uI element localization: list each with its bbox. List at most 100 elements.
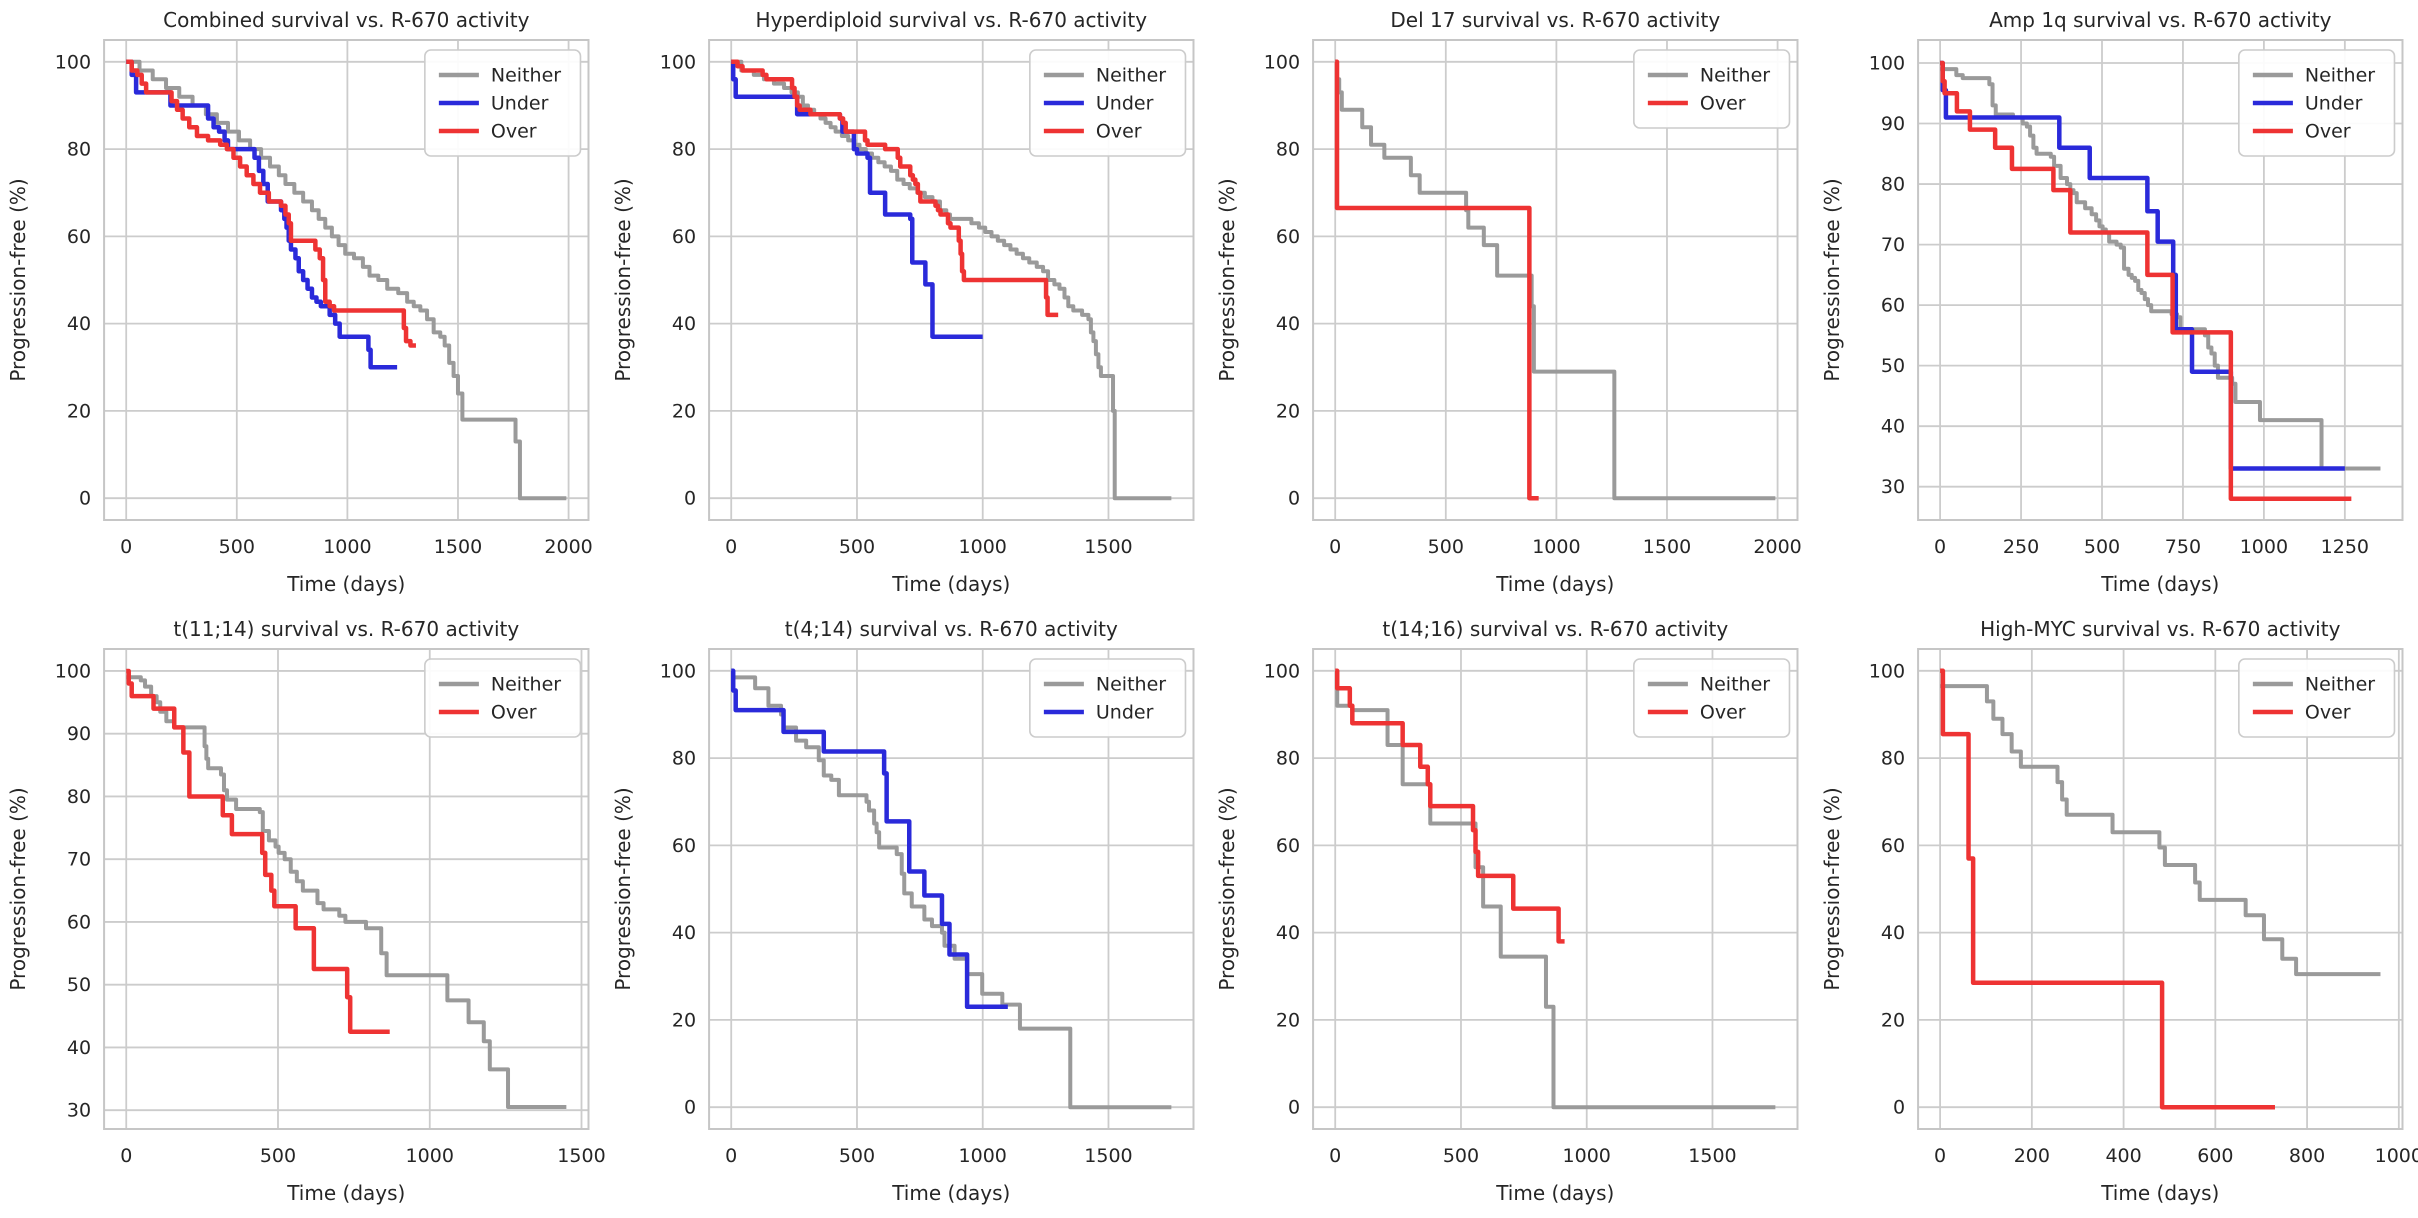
x-tick-label: 0 [1329,536,1341,558]
legend-label: Neither [1095,674,1165,696]
y-tick-label: 70 [67,849,91,871]
x-axis-label: Time (days) [891,572,1010,596]
x-tick-label: 0 [1934,1145,1946,1167]
y-tick-label: 0 [1892,1097,1904,1119]
legend-box [1633,658,1791,738]
y-tick-label: 40 [671,313,695,335]
y-tick-label: 0 [1288,1097,1300,1119]
legend-entry-over: Over [1647,702,1746,724]
survival-chart-7: t(14;16) survival vs. R-670 activity 0 500… [1209,609,1814,1218]
y-tick-label: 40 [1880,416,1904,438]
chart-title: High-MYC survival vs. R-670 activity [1980,617,2340,641]
y-tick-label: 60 [1880,835,1904,857]
y-tick-label: 80 [671,748,695,770]
x-tick-label: 1000 [1563,1145,1611,1167]
legend-label: Neither [491,65,561,87]
series-line-over [1939,668,2275,1110]
legend-entry-neither: Neither [438,674,561,695]
y-axis-label: Progression-free (%) [6,178,30,381]
legend-label: Neither [1700,674,1770,696]
axes-spines [707,648,1194,1130]
y-tick-label: 100 [1868,53,1904,75]
legend-label: Under [491,93,549,115]
chart-title: Combined survival vs. R-670 activity [163,8,530,32]
legend-entry-neither: Neither [2252,65,2375,86]
y-axis-label: Progression-free (%) [1215,178,1239,381]
legend-entry-neither: Neither [1647,65,1770,86]
survival-chart-2: Hyperdiploid survival vs. R-670 activity… [604,0,1209,609]
series-line-neither [1939,684,2380,977]
x-axis-label: Time (days) [286,572,405,596]
y-tick-label: 40 [67,313,91,335]
legend-label: Over [1700,93,1746,115]
x-tick-label: 500 [838,1145,874,1167]
x-tick-label: 0 [1934,536,1946,558]
legend: Neither Under Over [2237,49,2395,157]
x-tick-label: 200 [2013,1145,2049,1167]
y-tick-label: 40 [671,922,695,944]
legend-label: Under [1095,93,1153,115]
y-tick-label: 50 [67,974,91,996]
y-tick-label: 100 [55,660,91,682]
legend-entry-under: Under [1043,702,1153,723]
legend-label: Over [1700,702,1746,724]
y-tick-label: 60 [67,911,91,933]
legend-entry-over: Over [438,702,537,723]
legend: Neither Over [1633,49,1791,129]
y-tick-label: 80 [1880,748,1904,770]
y-tick-label: 60 [671,226,695,248]
legend-entry-neither: Neither [438,65,561,87]
x-tick-label: 500 [1443,1145,1479,1167]
legend: Neither Under Over [1028,49,1186,157]
x-tick-label: 600 [2197,1145,2233,1167]
legend-entry-over: Over [2252,702,2350,724]
y-tick-label: 40 [1276,922,1300,944]
legend-box [1633,49,1791,129]
x-tick-label: 0 [1329,1145,1341,1167]
x-tick-label: 1000 [958,1145,1006,1167]
series-line-neither [1939,67,2380,471]
axes-spines [1312,39,1799,521]
subplot-8: High-MYC survival vs. R-670 activity 0 200… [1813,609,2418,1218]
y-tick-label: 0 [683,1097,695,1119]
chart-title: Del 17 survival vs. R-670 activity [1390,8,1720,32]
survival-chart-5: t(11;14) survival vs. R-670 activity 0 500… [0,609,605,1218]
x-tick-label: 1000 [406,1145,454,1167]
x-axis-label: Time (days) [1495,572,1614,596]
legend: Neither Over [424,658,582,738]
y-tick-label: 20 [671,1009,695,1031]
series-line-over [126,668,390,1034]
y-tick-label: 60 [1880,295,1904,317]
x-tick-label: 500 [1428,536,1464,558]
legend: Neither Over [1633,658,1791,738]
y-tick-label: 100 [659,51,695,73]
y-tick-label: 60 [1276,835,1300,857]
x-tick-label: 0 [725,536,737,558]
y-tick-label: 20 [671,400,695,422]
legend: Neither Under [1028,658,1186,738]
legend-entry-over: Over [438,121,537,142]
y-tick-label: 20 [1880,1009,1904,1031]
axes-spines [103,648,590,1130]
axes-spines [707,39,1194,521]
legend-entry-under: Under [1043,93,1153,115]
x-axis-label: Time (days) [286,1181,405,1205]
x-tick-label: 1500 [557,1145,604,1167]
y-tick-label: 20 [1276,1009,1300,1031]
legend-label: Over [2304,702,2350,724]
x-axis-label: Time (days) [2100,572,2219,596]
legend-label: Neither [1095,65,1165,87]
y-tick-label: 30 [1880,476,1904,498]
x-tick-label: 750 [2164,536,2200,558]
legend-entry-neither: Neither [1647,674,1770,696]
x-tick-label: 1500 [1084,1145,1132,1167]
x-tick-label: 1000 [2239,536,2287,558]
series-line-over [1334,668,1565,944]
subplot-2: Hyperdiploid survival vs. R-670 activity… [604,0,1209,609]
y-tick-label: 20 [1276,400,1300,422]
legend-box [424,658,582,738]
y-tick-label: 80 [671,139,695,161]
y-axis-label: Progression-free (%) [6,787,30,990]
series-line-over [1334,59,1539,501]
